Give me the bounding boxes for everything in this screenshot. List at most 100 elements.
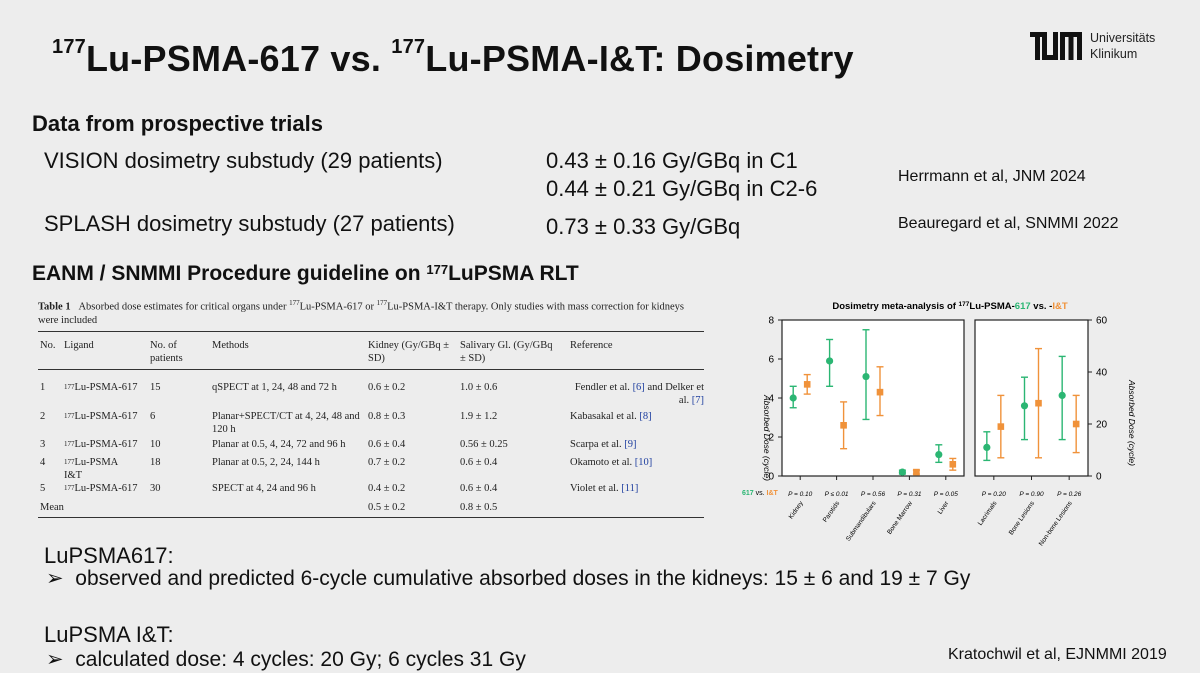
row-no: 1 bbox=[40, 382, 46, 393]
data-point-617 bbox=[862, 372, 870, 381]
table-header-rule bbox=[38, 369, 704, 370]
slide-title: 177Lu-PSMA-617 vs. 177Lu-PSMA-I&T: Dosim… bbox=[52, 36, 854, 79]
y-axis-label-left: Absorbed Dose (cycle) bbox=[762, 394, 772, 481]
header-ligand: Ligand bbox=[64, 340, 94, 351]
data-point-it bbox=[949, 461, 957, 468]
left-y-tick-label: 2 bbox=[768, 433, 774, 444]
row-no: 5 bbox=[40, 483, 46, 494]
bullet-arrow-icon: ➢ bbox=[46, 647, 64, 671]
header-salivary: Salivary Gl. (Gy/GBq ± SD) bbox=[460, 340, 553, 364]
data-point-617 bbox=[1058, 391, 1066, 399]
row-kidney: 0.6 ± 0.2 bbox=[368, 382, 406, 393]
left-p-value: P ≤ 0.01 bbox=[825, 491, 849, 498]
dosimetry-chart: Dosimetry meta-analysis of 177Lu-PSMA-61… bbox=[742, 301, 1137, 548]
data-point-it bbox=[913, 468, 920, 476]
left-p-value: P = 0.56 bbox=[861, 491, 886, 498]
right-panel-frame bbox=[974, 319, 1089, 477]
left-x-tick-label: Kidney bbox=[788, 500, 806, 521]
mean-salivary: 0.8 ± 0.5 bbox=[460, 502, 498, 513]
header-methods: Methods bbox=[212, 340, 249, 351]
row-kidney: 0.4 ± 0.2 bbox=[368, 483, 406, 494]
row-kidney: 0.8 ± 0.3 bbox=[368, 411, 406, 422]
data-point-617 bbox=[935, 450, 943, 459]
row-reference: Scarpa et al. [9] bbox=[570, 439, 637, 450]
row-patients: 10 bbox=[150, 439, 161, 450]
trial-splash-value: 0.73 ± 0.33 Gy/GBq bbox=[546, 214, 741, 239]
right-x-tick-label: Bone Lesions bbox=[1008, 500, 1037, 537]
right-p-value: P = 0.26 bbox=[1057, 491, 1082, 498]
data-point-it bbox=[1072, 420, 1080, 428]
row-patients: 6 bbox=[150, 411, 156, 422]
left-x-tick-label: Parotids bbox=[822, 500, 842, 524]
data-point-617 bbox=[1020, 402, 1029, 410]
right-y-tick-label: 20 bbox=[1096, 420, 1108, 431]
data-point-it bbox=[840, 422, 847, 429]
row-salivary: 1.9 ± 1.2 bbox=[460, 411, 498, 422]
trial-vision-name: VISION dosimetry substudy (29 patients) bbox=[44, 148, 443, 173]
row-methods: Planar at 0.5, 2, 24, 144 h bbox=[212, 457, 320, 468]
row-salivary: 1.0 ± 0.6 bbox=[460, 382, 498, 393]
dose-table: Table 1 Absorbed dose estimates for crit… bbox=[38, 297, 704, 518]
row-reference: Fendler et al. [6] and Delker et al. [7] bbox=[574, 382, 704, 406]
row-no: 3 bbox=[40, 439, 46, 450]
row-salivary: 0.6 ± 0.4 bbox=[460, 483, 498, 494]
right-x-tick-label: Lacrimals bbox=[977, 500, 999, 527]
row-patients: 15 bbox=[150, 382, 161, 393]
row-no: 2 bbox=[40, 411, 46, 422]
row-patients: 30 bbox=[150, 483, 161, 494]
right-y-tick-label: 60 bbox=[1096, 316, 1108, 327]
row-reference: Okamoto et al. [10] bbox=[570, 457, 653, 468]
right-x-tick-label: Non-bone Lesions bbox=[1038, 500, 1074, 548]
row-kidney: 0.7 ± 0.2 bbox=[368, 457, 406, 468]
row-kidney: 0.6 ± 0.4 bbox=[368, 439, 406, 450]
row-salivary: 0.6 ± 0.4 bbox=[460, 457, 498, 468]
lupsmait-heading: LuPSMA I&T: bbox=[44, 622, 174, 647]
data-point-617 bbox=[983, 443, 991, 451]
left-p-value: P = 0.10 bbox=[788, 491, 813, 498]
left-y-tick-label: 8 bbox=[768, 316, 774, 327]
header-reference: Reference bbox=[570, 340, 613, 351]
section-subtitle: Data from prospective trials bbox=[32, 111, 323, 136]
trial-splash-reference: Beauregard et al, SNMMI 2022 bbox=[898, 215, 1119, 232]
left-x-tick-label: Liver bbox=[937, 499, 951, 515]
trial-splash-name: SPLASH dosimetry substudy (27 patients) bbox=[44, 211, 455, 236]
mean-kidney: 0.5 ± 0.2 bbox=[368, 502, 406, 513]
row-salivary: 0.56 ± 0.25 bbox=[460, 439, 508, 450]
left-panel-frame bbox=[781, 319, 965, 477]
row-reference: Kabasakal et al. [8] bbox=[570, 411, 652, 422]
row-methods: qSPECT at 1, 24, 48 and 72 h bbox=[212, 382, 337, 393]
row-reference: Violet et al. [11] bbox=[570, 483, 639, 494]
data-point-617 bbox=[898, 468, 906, 476]
lupsma617-bullet: ➢ observed and predicted 6-cycle cumulat… bbox=[46, 566, 971, 590]
table-top-rule bbox=[38, 331, 704, 332]
lupsmait-bullet: ➢ calculated dose: 4 cycles: 20 Gy; 6 cy… bbox=[46, 647, 526, 671]
row-ligand: 177Lu-PSMA-617 bbox=[64, 483, 138, 494]
trial-vision-value-c2-6: 0.44 ± 0.21 Gy/GBq in C2-6 bbox=[546, 176, 818, 201]
left-y-tick-label: 6 bbox=[768, 355, 774, 366]
bullet-arrow-icon: ➢ bbox=[46, 566, 64, 590]
y-axis-label-right: Absorbed Dose (cycle) bbox=[1127, 379, 1137, 466]
header-kidney: Kidney (Gy/GBq ± SD) bbox=[368, 340, 450, 364]
row-ligand: 177Lu-PSMA-617 bbox=[64, 382, 138, 393]
left-x-tick-label: Submandibulars bbox=[845, 500, 878, 543]
data-point-617 bbox=[789, 394, 797, 402]
row-methods: Planar+SPECT/CT at 4, 24, 48 and 120 h bbox=[212, 411, 360, 435]
row-methods: SPECT at 4, 24 and 96 h bbox=[212, 483, 316, 494]
right-p-value: P = 0.20 bbox=[982, 491, 1007, 498]
right-y-tick-label: 40 bbox=[1096, 368, 1108, 379]
row-methods: Planar at 0.5, 4, 24, 72 and 96 h bbox=[212, 439, 346, 450]
data-point-617 bbox=[826, 357, 834, 365]
lupsma617-heading: LuPSMA617: bbox=[44, 543, 174, 568]
data-point-it bbox=[1035, 399, 1042, 407]
mean-label: Mean bbox=[40, 502, 64, 513]
trial-vision-value-c1: 0.43 ± 0.16 Gy/GBq in C1 bbox=[546, 148, 798, 173]
kratochwil-reference: Kratochwil et al, EJNMMI 2019 bbox=[948, 646, 1167, 663]
row-no: 4 bbox=[40, 457, 46, 468]
header-no: No. bbox=[40, 340, 56, 351]
guideline-heading: EANM / SNMMI Procedure guideline on 177L… bbox=[32, 262, 579, 285]
left-y-tick-label: 4 bbox=[768, 394, 774, 405]
right-p-value: P = 0.90 bbox=[1019, 491, 1044, 498]
tum-logo-icon bbox=[1030, 32, 1082, 60]
row-ligand: 177Lu-PSMA-617 bbox=[64, 439, 138, 450]
left-y-tick-label: 0 bbox=[768, 472, 774, 483]
